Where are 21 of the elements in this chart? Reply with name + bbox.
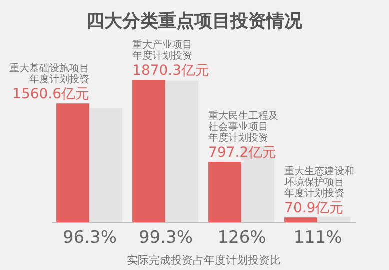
x-tick-label: 111% [294, 228, 342, 248]
x-tick-label: 126% [218, 228, 266, 248]
annotation: 重大生态建设和环境保护项目年度计划投资 [284, 166, 355, 200]
bar [318, 216, 351, 223]
x-tick-label: 96.3% [62, 228, 118, 248]
x-tick-label: 99.3% [138, 228, 194, 248]
annotation: 重大民生工程及社会事业项目年度计划投资 [208, 110, 279, 144]
bar [90, 108, 123, 223]
bar [208, 162, 242, 223]
chart-title: 四大分类重点项目投资情况 [86, 10, 304, 33]
bar [56, 104, 90, 223]
bar [132, 80, 166, 223]
annotation: 重大基础设施项目年度计划投资 [10, 62, 90, 86]
bar [166, 81, 199, 223]
data-label: 797.2亿元 [208, 145, 277, 162]
x-axis-title: 实际完成投资占年度计划投资比 [127, 254, 281, 267]
data-label: 1870.3亿元 [132, 63, 210, 79]
data-label: 1560.6亿元 [12, 86, 90, 103]
annotation: 重大产业项目年度计划投资 [132, 39, 193, 62]
bar [284, 218, 318, 223]
data-label: 70.9亿元 [284, 200, 344, 217]
